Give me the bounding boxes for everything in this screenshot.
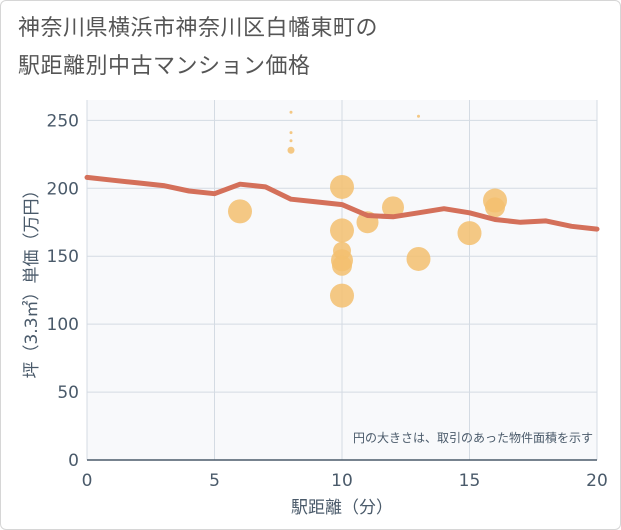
chart-title: 神奈川県横浜市神奈川区白幡東町の 駅距離別中古マンション価格 (18, 10, 378, 86)
bubble-point (485, 197, 505, 218)
y-tick-label: 100 (47, 315, 79, 335)
x-tick-labels: 0 5 10 15 20 (82, 471, 608, 491)
bubble-point (457, 221, 482, 246)
x-tick-label: 20 (586, 471, 608, 491)
bubble-layer (228, 110, 507, 308)
x-gridlines (86, 100, 598, 460)
y-tick-label: 200 (47, 179, 79, 199)
bubble-point (330, 174, 354, 199)
y-tick-labels: 0 50 100 150 200 250 (47, 111, 79, 471)
y-tick-label: 50 (57, 383, 79, 403)
bubble-point (289, 110, 293, 114)
trend-line (84, 174, 600, 232)
bubble-point (330, 283, 354, 308)
y-tick-label: 250 (47, 111, 79, 131)
x-tick-label: 10 (331, 471, 353, 491)
y-tick-label: 0 (68, 451, 79, 471)
bubble-point (332, 255, 352, 276)
bubble-point (382, 196, 404, 219)
bubble-point (287, 146, 295, 154)
bubble-point (406, 246, 431, 271)
bubble-point (289, 131, 293, 135)
chart-title-line-1: 神奈川県横浜市神奈川区白幡東町の (18, 16, 379, 41)
y-tick-label: 150 (47, 247, 79, 267)
x-tick-label: 5 (209, 471, 220, 491)
chart-title-line-2: 駅距離別中古マンション価格 (18, 54, 311, 79)
bubble-size-note: 円の大きさは、取引のあった物件面積を示す (353, 430, 593, 445)
x-axis-title: 駅距離（分） (291, 498, 393, 518)
bubble-point (417, 114, 420, 118)
bubble-point (289, 139, 293, 143)
bubble-point (228, 199, 252, 224)
x-tick-label: 15 (459, 471, 481, 491)
y-axis-title: 坪（3.3㎡）単価（万円） (22, 181, 42, 378)
bubble-point (330, 218, 354, 243)
x-tick-label: 0 (82, 471, 93, 491)
